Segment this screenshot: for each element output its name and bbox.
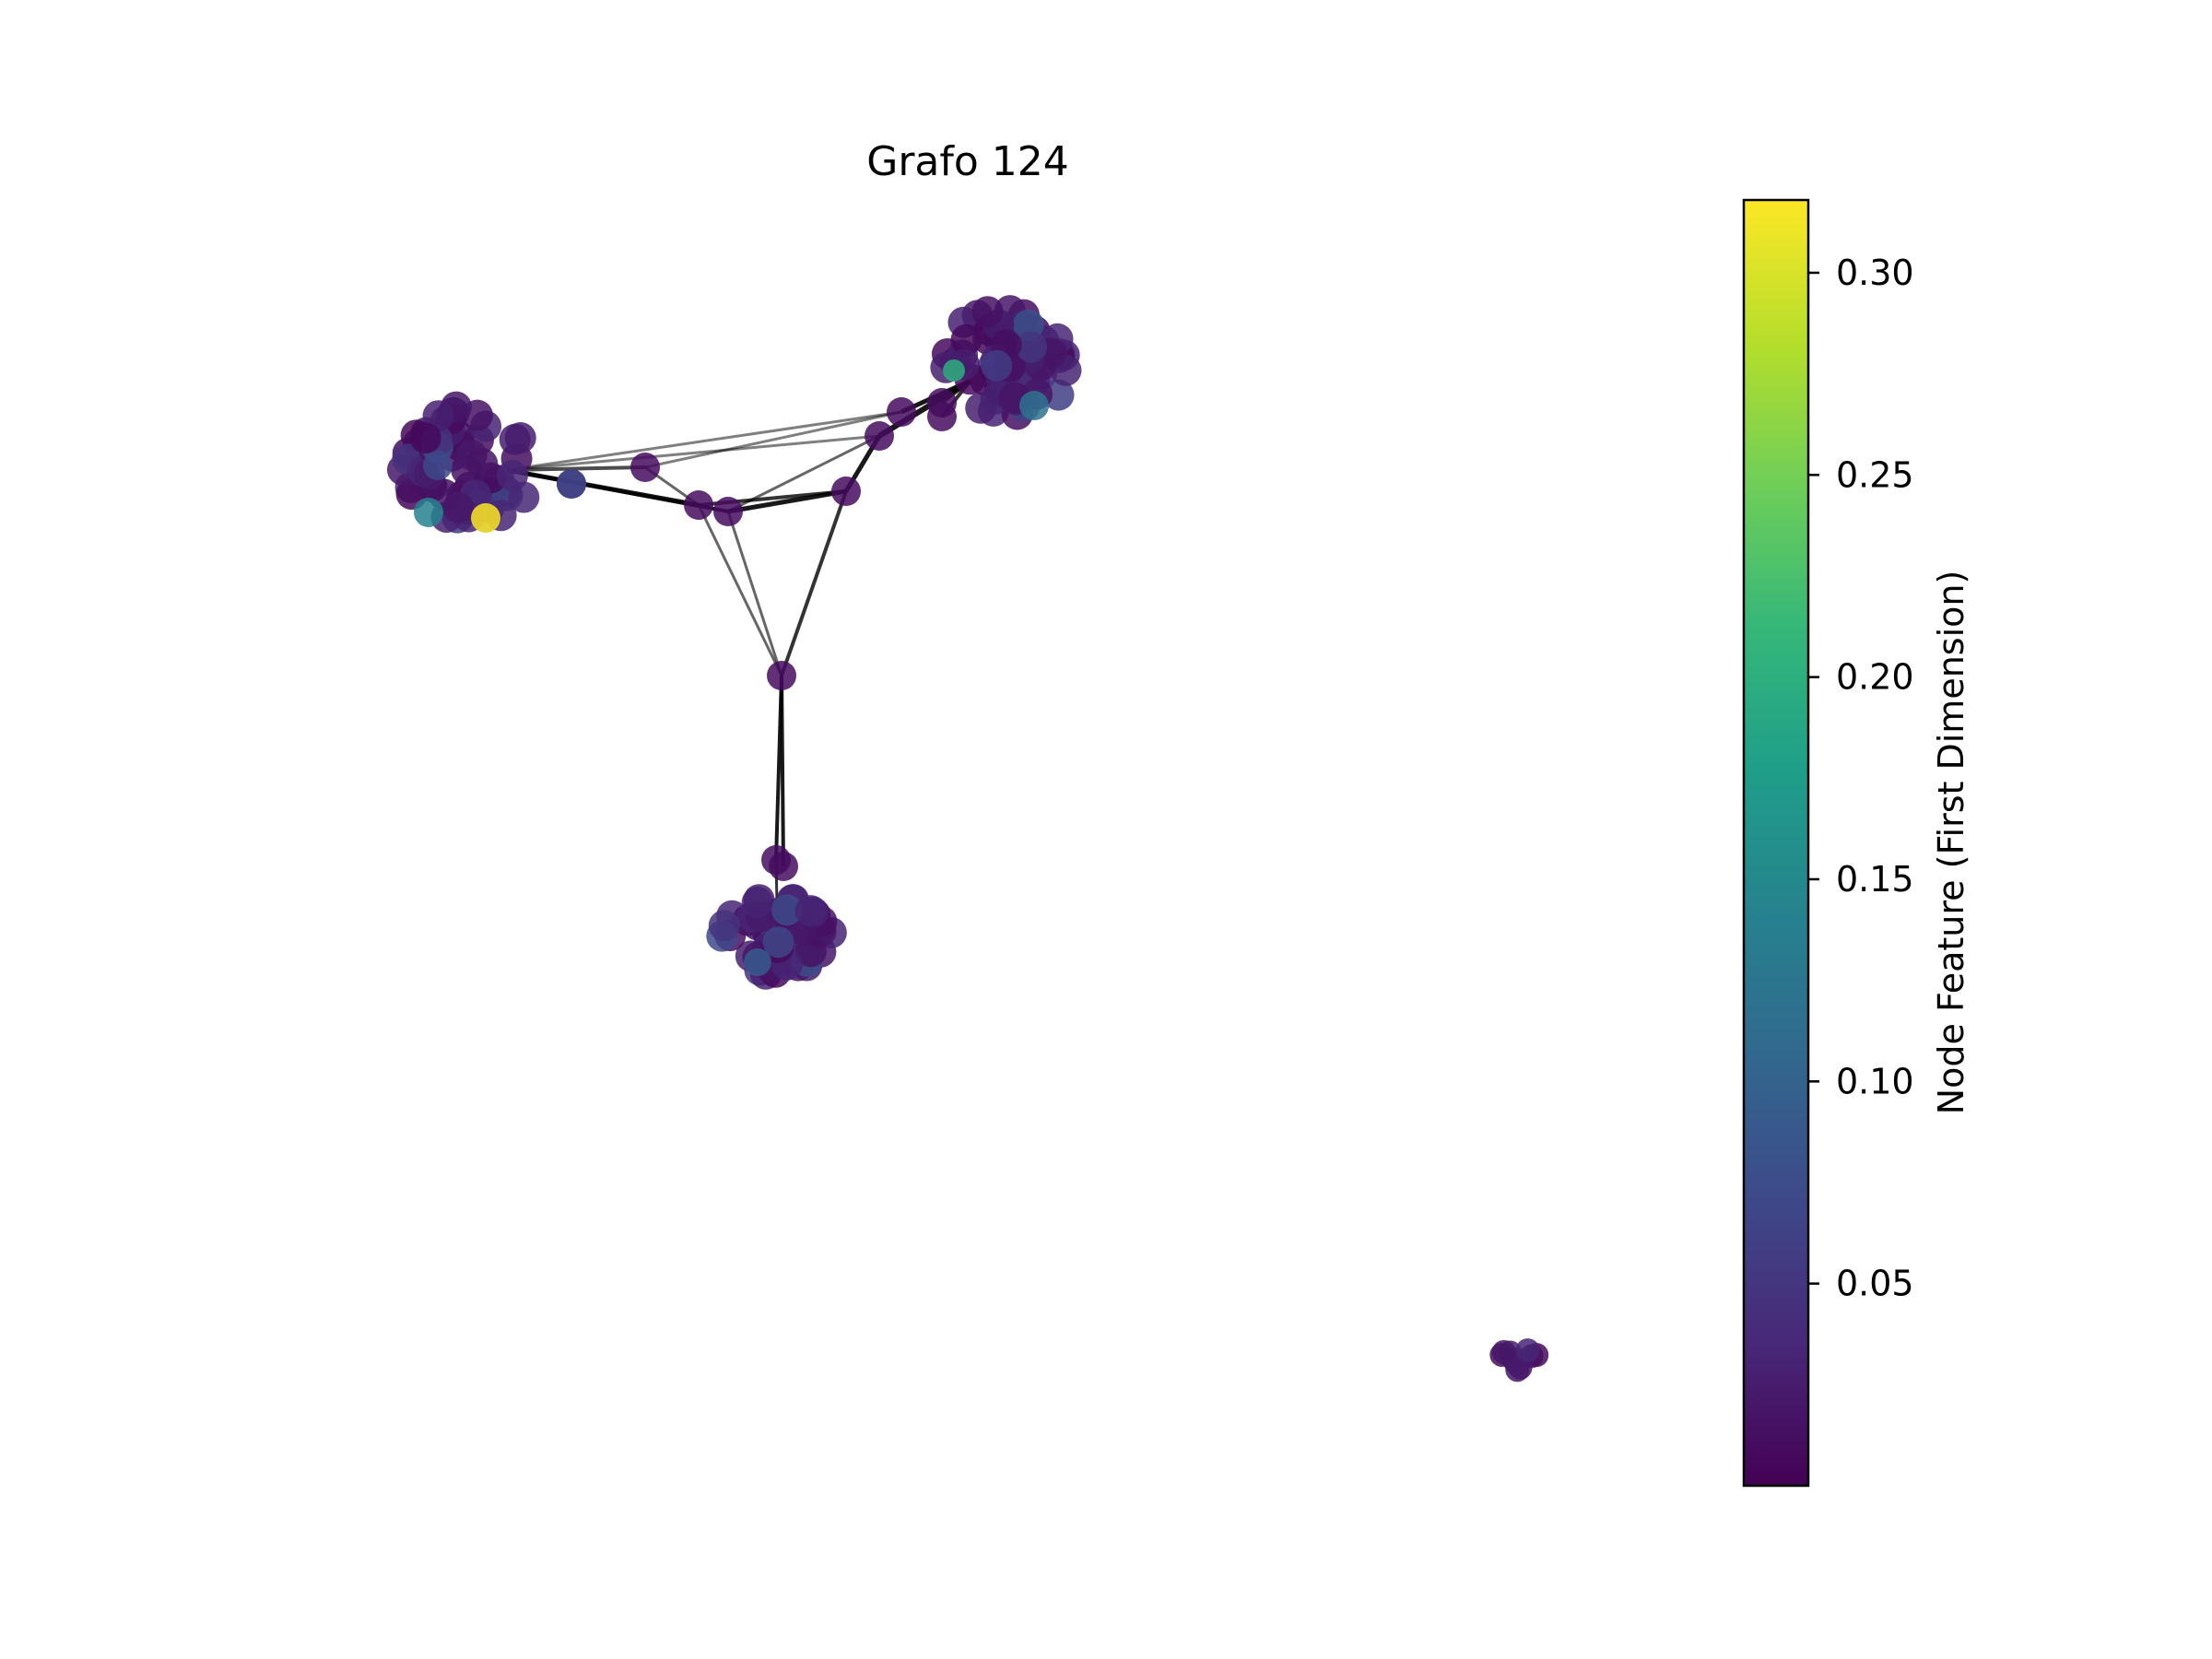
graph-edge <box>506 465 646 472</box>
graph-node <box>409 422 441 454</box>
graph-node <box>414 498 443 527</box>
graph-node <box>762 926 794 959</box>
colorbar-label: Node Feature (First Dimension) <box>1931 571 1971 1115</box>
edge-layer <box>506 378 972 904</box>
graph-edge <box>506 410 902 472</box>
colorbar-tick-label: 0.30 <box>1836 253 1914 293</box>
colorbar-tick-label: 0.25 <box>1836 454 1914 495</box>
graph-node <box>504 422 536 454</box>
graph-edge <box>727 488 847 514</box>
graph-edge <box>780 490 848 677</box>
graph-node <box>767 661 796 690</box>
graph-node <box>794 895 827 927</box>
graph-node <box>684 490 713 520</box>
colorbar-gradient <box>1742 198 1810 1488</box>
graph-node <box>887 397 916 427</box>
graph-edge <box>644 410 902 469</box>
graph-node <box>557 469 586 499</box>
graph-node <box>927 388 957 418</box>
graph-edge <box>697 504 783 677</box>
graph-edge <box>727 434 880 513</box>
colorbar-ticks: 0.05 0.10 0.15 0.20 0.25 0.30 <box>1808 253 1914 1304</box>
graph-node <box>769 852 798 881</box>
graph-node <box>496 459 528 491</box>
chart-title: Grafo 124 <box>866 138 1069 185</box>
graph-node <box>1491 1339 1516 1364</box>
colorbar-tick-label: 0.15 <box>1836 859 1914 900</box>
graph-node <box>466 448 499 480</box>
graph-node <box>1515 1338 1540 1363</box>
graph-node <box>771 894 803 926</box>
graph-node <box>423 451 453 480</box>
graph-node <box>943 359 965 382</box>
graph-node <box>442 491 475 524</box>
colorbar-tick-label: 0.05 <box>1836 1264 1914 1304</box>
graph-node <box>741 887 773 919</box>
colorbar-tick-label: 0.10 <box>1836 1061 1914 1101</box>
graph-node <box>630 453 660 482</box>
graph-node <box>1015 331 1047 363</box>
colorbar: 0.05 0.10 0.15 0.20 0.25 0.30 Node Feature (F… <box>1742 198 1971 1488</box>
colorbar-tick-label: 0.20 <box>1836 657 1914 698</box>
graph-node <box>981 349 1013 382</box>
graph-node <box>713 497 743 526</box>
graph-node <box>831 477 861 506</box>
graph-edge <box>506 434 880 472</box>
graph-edge <box>726 511 783 677</box>
node-layer <box>386 295 1549 1382</box>
graph-node <box>865 421 894 451</box>
graph-node <box>1019 391 1049 420</box>
graph-node <box>744 948 771 976</box>
graph-node <box>471 503 500 533</box>
graph-node <box>971 296 1004 328</box>
graph-node <box>708 910 740 942</box>
graph-edge <box>780 675 785 867</box>
